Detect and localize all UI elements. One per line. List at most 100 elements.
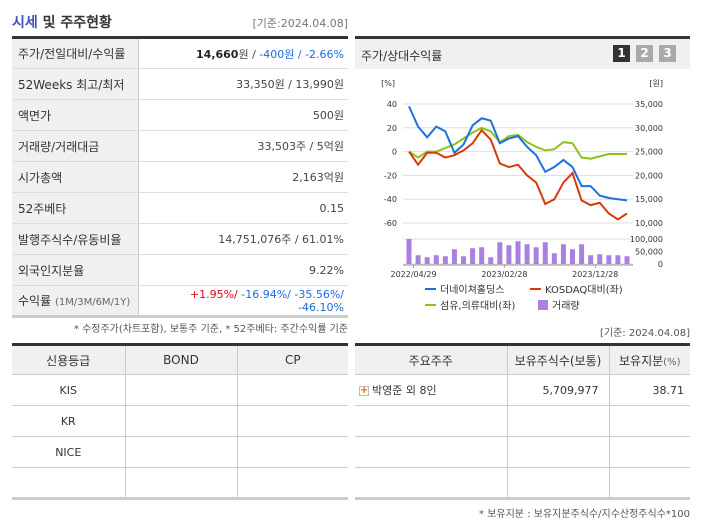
- legend-label: 섬유,의류대비(좌): [440, 300, 515, 312]
- chart-title: 주가/상대수익률: [361, 49, 443, 63]
- section-title: 시세 및 주주현황: [12, 12, 112, 32]
- title-highlight: 시세: [12, 15, 38, 31]
- legend-label: KOSDAQ대비(좌): [545, 284, 623, 296]
- table-row: 액면가 500원: [12, 99, 348, 131]
- price-change: -400원 / -2.66%: [259, 47, 344, 61]
- row-value: 33,350원 / 13,990원: [138, 68, 348, 100]
- col-header: 신용등급: [12, 344, 126, 375]
- left-tick-label: 40: [387, 100, 397, 109]
- row-label: 거래량/거래대금: [12, 130, 139, 162]
- agency: KIS: [12, 374, 126, 406]
- return-rest: -16.94%/ -35.56%/ -46.10%: [237, 287, 344, 314]
- volume-bar: [497, 242, 503, 264]
- chart-page-3-button[interactable]: 3: [659, 45, 676, 62]
- holder-name[interactable]: 박영준 외 8인: [372, 384, 437, 397]
- x-tick-label: 2023/12/28: [572, 270, 618, 279]
- agency: [12, 467, 126, 499]
- left-unit-label: [%]: [381, 79, 395, 88]
- volume-bar: [542, 242, 548, 264]
- table-row: 거래량/거래대금 33,503주 / 5억원: [12, 130, 348, 162]
- return-1m: +1.95%/: [189, 287, 238, 301]
- row-value: 14,751,076주 / 61.01%: [138, 223, 348, 255]
- x-tick-label: 2023/02/28: [481, 270, 527, 279]
- cp: [237, 436, 348, 468]
- table-row: KIS: [12, 374, 348, 406]
- holder-shares: 5,709,977: [507, 374, 610, 406]
- left-tick-label: 20: [387, 124, 397, 133]
- right-tick-label: 35,000: [635, 100, 663, 109]
- volume-bar: [415, 255, 421, 264]
- row-label: 외국인지분율: [12, 254, 139, 286]
- series-line: [408, 105, 628, 202]
- chart-page-2-button[interactable]: 2: [636, 45, 653, 62]
- price-unit: 원 /: [238, 47, 260, 61]
- row-label: 수익률: [18, 294, 52, 308]
- left-tick-label: -40: [384, 195, 397, 204]
- bond: [125, 467, 238, 499]
- col-header: CP: [237, 344, 348, 375]
- pct-suffix: (%): [663, 356, 681, 368]
- table-row: [355, 436, 690, 468]
- agency: NICE: [12, 436, 126, 468]
- chart-panel: 주가/상대수익률 1 2 3 [%] [원] 40 35,000 20 30,000 0 25…: [355, 36, 690, 316]
- table-row: KR: [12, 405, 348, 437]
- table-header-row: 주요주주 보유주식수(보통) 보유지분(%): [355, 344, 690, 375]
- right-tick-label: 25,000: [635, 148, 663, 157]
- volume-bar: [570, 249, 575, 264]
- base-date: [기준:2024.04.08]: [252, 17, 348, 30]
- right-unit-label: [원]: [649, 79, 663, 88]
- legend-label: 거래량: [552, 300, 580, 312]
- holders-base-date: [기준: 2024.04.08]: [599, 328, 690, 339]
- left-tick-label: -60: [384, 219, 397, 228]
- volume-bar: [524, 244, 530, 264]
- row-value: 500원: [138, 99, 348, 131]
- cp: [237, 374, 348, 406]
- row-label: 52Weeks 최고/최저: [12, 68, 139, 100]
- row-value: 33,503주 / 5억원: [138, 130, 348, 162]
- volume-bar: [560, 244, 566, 264]
- major-holders-table: 주요주주 보유주식수(보통) 보유지분(%) + 박영준 외 8인 5,709,977 3…: [355, 343, 690, 500]
- cp: [237, 468, 348, 499]
- volume-bar: [615, 255, 621, 264]
- volume-bar: [606, 255, 612, 264]
- row-label: 시가총액: [12, 161, 139, 193]
- price-chart: [%] [원] 40 35,000 20 30,000 0 25,000 -20 20,000 -4…: [381, 79, 663, 312]
- cp: [237, 405, 348, 437]
- table-row: + 박영준 외 8인 5,709,977 38.71: [355, 374, 690, 406]
- table-row: 외국인지분율 9.22%: [12, 254, 348, 286]
- volume-bar: [624, 256, 630, 264]
- volume-bar: [461, 256, 466, 264]
- legend-label: 더네이쳐홀딩스: [440, 283, 504, 296]
- x-tick-label: 2022/04/29: [390, 270, 436, 279]
- chart-page-1-button[interactable]: 1: [613, 45, 630, 62]
- current-price: 14,660: [196, 47, 239, 61]
- volume-bar: [579, 244, 585, 264]
- row-label: 52주베타: [12, 192, 139, 224]
- volume-tick-label: 50,000: [635, 248, 663, 257]
- right-tick-label: 30,000: [635, 124, 663, 133]
- table-row: [12, 467, 348, 499]
- col-header: 보유주식수(보통): [507, 344, 610, 375]
- price-summary-table: 주가/전일대비/수익률 14,660원 / -400원 / -2.66% 52We…: [12, 36, 348, 318]
- credit-rating-table: 신용등급 BOND CP KIS KR NICE: [12, 343, 348, 500]
- volume-bar: [551, 253, 557, 264]
- series-line: [408, 128, 628, 221]
- row-value: 2,163억원: [138, 161, 348, 193]
- volume-bar: [515, 241, 521, 264]
- bond: [125, 374, 238, 406]
- col-header: 보유지분: [619, 353, 664, 368]
- holder-pct: 38.71: [609, 374, 690, 406]
- table-row: [355, 467, 690, 499]
- volume-tick-label: 100,000: [630, 235, 663, 244]
- row-label: 발행주식수/유동비율: [12, 223, 139, 255]
- volume-bar: [470, 248, 476, 264]
- table-row: 발행주식수/유동비율 14,751,076주 / 61.01%: [12, 223, 348, 255]
- volume-bar: [406, 239, 412, 264]
- volume-bar: [424, 257, 430, 264]
- title-rest: 및 주주현황: [37, 15, 112, 31]
- bond: [125, 436, 238, 468]
- volume-bar: [433, 255, 439, 264]
- table-row: 수익률 (1M/3M/6M/1Y) +1.95%/ -16.94%/ -35.56…: [12, 285, 348, 317]
- expand-plus-icon[interactable]: +: [359, 385, 369, 396]
- volume-bar: [597, 254, 603, 264]
